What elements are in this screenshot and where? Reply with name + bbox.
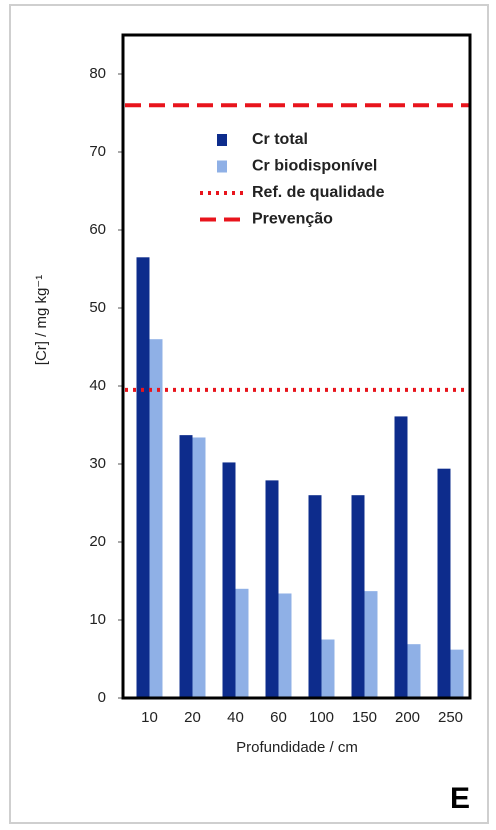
y-tick-label: 30 (89, 455, 106, 472)
bar (222, 462, 236, 698)
y-tick-label: 10 (89, 611, 106, 628)
bar (351, 495, 365, 698)
bar (192, 437, 206, 698)
y-tick-label: 70 (89, 143, 106, 160)
x-tick-label: 150 (352, 709, 377, 726)
bar (437, 468, 451, 698)
y-tick-label: 20 (89, 533, 106, 550)
bar (394, 416, 408, 698)
outer-border (9, 4, 489, 824)
bar (278, 593, 292, 698)
legend-label: Ref. de qualidade (252, 184, 385, 201)
panel-label: E (450, 782, 470, 815)
bar (321, 639, 335, 698)
legend-swatch (217, 160, 227, 173)
y-tick-label: 0 (98, 689, 106, 706)
legend-label: Cr total (252, 131, 308, 148)
y-tick-label: 50 (89, 299, 106, 316)
x-axis-label: Profundidade / cm (236, 739, 358, 756)
x-tick-label: 200 (395, 709, 420, 726)
bar (149, 339, 163, 698)
y-tick-label: 80 (89, 65, 106, 82)
x-tick-label: 20 (184, 709, 201, 726)
y-tick-label: 40 (89, 377, 106, 394)
bar (179, 435, 193, 698)
plot-frame (121, 33, 472, 700)
bar (407, 644, 421, 698)
legend-swatch (217, 134, 227, 146)
bar (265, 480, 279, 698)
x-tick-label: 60 (270, 709, 287, 726)
x-tick-label: 100 (309, 709, 334, 726)
y-tick-label: 60 (89, 221, 106, 238)
bar (450, 649, 464, 698)
legend-label: Cr biodisponível (252, 158, 377, 175)
bar (235, 588, 249, 698)
bar (308, 495, 322, 698)
legend-label: Prevenção (252, 211, 333, 228)
x-tick-label: 40 (227, 709, 244, 726)
bar (364, 591, 378, 698)
x-tick-label: 250 (438, 709, 463, 726)
bar (136, 257, 150, 698)
x-tick-label: 10 (141, 709, 158, 726)
y-axis-label: [Cr] / mg kg⁻¹ (33, 275, 50, 365)
